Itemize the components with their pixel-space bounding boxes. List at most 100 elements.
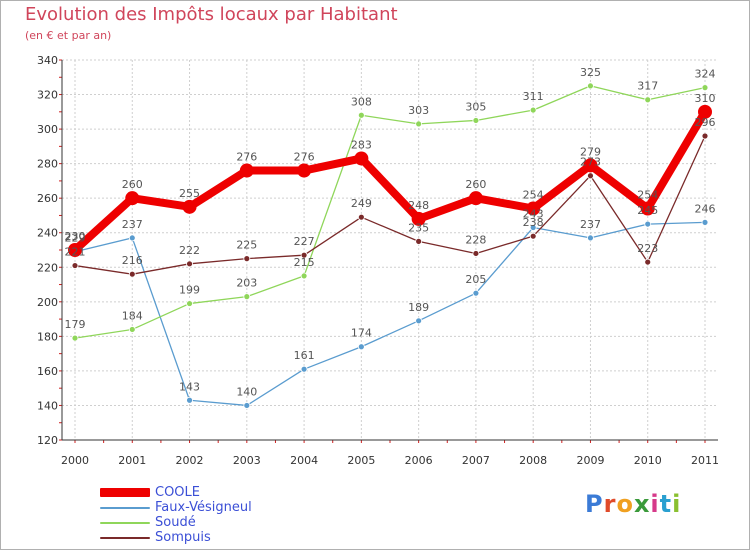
x-tick-label: 2011 [691,454,719,467]
data-point [587,234,594,242]
y-tick-label: 340 [37,54,58,67]
data-point [698,104,712,119]
data-point [468,191,483,206]
data-label: 203 [236,277,257,290]
data-point [239,163,254,178]
data-label: 305 [465,100,486,113]
data-label: 324 [695,68,716,81]
data-label: 243 [523,208,544,221]
data-label: 237 [122,218,143,231]
data-point [415,237,423,245]
data-point [415,120,423,128]
data-label: 221 [65,246,86,259]
y-tick-label: 160 [37,365,58,378]
data-point [300,251,308,259]
legend-swatch-faux-vesigneul [100,507,150,509]
logo-letter: x [633,490,651,518]
data-label: 276 [294,151,315,164]
data-label: 254 [523,189,544,202]
data-label: 245 [637,204,658,217]
x-tick-label: 2010 [634,454,662,467]
data-label: 205 [465,273,486,286]
data-point [297,163,312,178]
data-label: 216 [122,254,143,267]
y-tick-label: 180 [37,330,58,343]
data-label: 255 [179,187,200,200]
y-tick-label: 320 [37,89,58,102]
data-point [587,172,594,180]
x-tick-label: 2004 [290,454,318,467]
data-point [125,191,140,206]
data-point [415,317,423,325]
data-point [243,293,251,301]
data-point [243,255,251,263]
data-label: 311 [523,90,544,103]
data-point [644,96,652,104]
legend-label-coole: COOLE [155,485,200,500]
x-tick-label: 2001 [118,454,146,467]
y-tick-label: 200 [37,296,58,309]
data-label: 140 [236,385,257,398]
data-label: 143 [179,380,200,393]
y-tick-label: 240 [37,227,58,240]
data-label: 222 [179,244,200,257]
data-point [128,234,136,242]
y-tick-label: 120 [37,434,58,447]
data-label: 254 [637,189,658,202]
x-tick-label: 2003 [233,454,261,467]
data-point [128,326,136,333]
legend-label-sompuis: Sompuis [155,530,211,545]
data-point [68,243,82,257]
data-label: 227 [294,235,315,248]
data-point [472,250,480,257]
legend-swatch-coole [100,488,150,497]
data-point [583,158,598,173]
data-point [128,270,136,278]
data-label: 296 [695,116,716,129]
proxiti-logo: Proxiti [585,490,681,518]
legend-label-soude: Soudé [155,515,196,530]
data-point [182,199,197,214]
data-point [701,84,709,92]
data-label: 179 [65,318,86,331]
logo-letter: i [650,490,660,518]
legend-swatch-soude [100,522,150,524]
data-point [186,396,193,404]
data-label: 310 [695,92,716,105]
legend-label-faux-vesigneul: Faux-Vésigneul [155,500,252,515]
data-label: 230 [65,230,86,243]
y-tick-label: 140 [37,399,58,412]
logo-letter: t [659,490,673,518]
data-label: 317 [637,80,658,93]
x-tick-label: 2007 [462,454,490,467]
data-label: 184 [122,309,143,322]
data-label: 249 [351,197,372,210]
x-tick-label: 2008 [519,454,547,467]
series-line-faux-vésigneul [74,221,706,407]
series-line-coole [71,107,709,254]
y-tick-label: 260 [37,192,58,205]
data-point [644,258,652,266]
logo-letter: o [616,490,634,518]
data-point [529,232,537,240]
data-point [354,151,369,166]
data-point [71,262,79,269]
data-point [186,300,193,307]
data-label: 235 [408,221,429,234]
data-label: 279 [580,145,601,158]
data-label: 283 [351,138,372,151]
y-tick-label: 280 [37,158,58,171]
series-line-soudé [74,85,706,339]
data-point [701,132,709,140]
x-tick-label: 2002 [176,454,204,467]
data-point [640,201,655,216]
data-point [411,211,426,226]
legend-swatch-sompuis [100,537,150,539]
data-label: 161 [294,349,315,362]
y-tick-label: 300 [37,123,58,136]
data-label: 246 [695,202,716,215]
data-label: 199 [179,284,200,297]
data-label: 229 [65,232,86,245]
data-point [357,111,365,119]
